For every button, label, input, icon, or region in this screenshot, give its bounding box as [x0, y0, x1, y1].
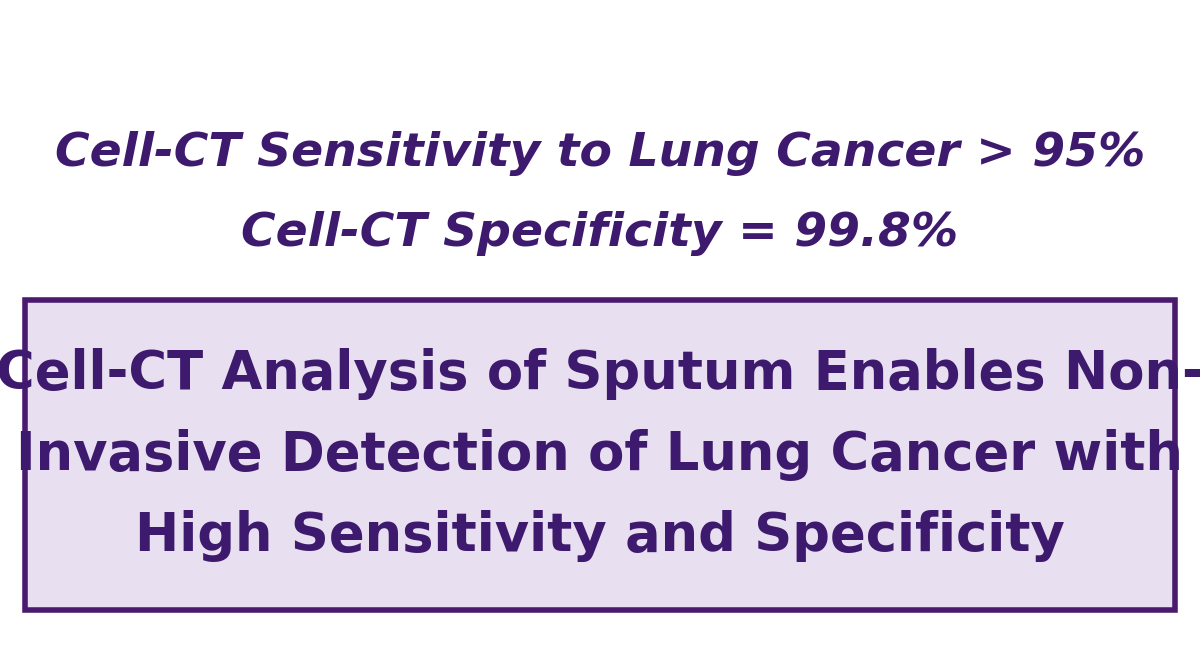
Text: High Sensitivity and Specificity: High Sensitivity and Specificity — [136, 509, 1064, 561]
Text: Cell-CT Sensitivity to Lung Cancer > 95%: Cell-CT Sensitivity to Lung Cancer > 95% — [55, 130, 1145, 176]
Text: Invasive Detection of Lung Cancer with: Invasive Detection of Lung Cancer with — [17, 429, 1183, 481]
Text: Cell-CT Specificity = 99.8%: Cell-CT Specificity = 99.8% — [241, 211, 959, 255]
Text: Cell-CT Analysis of Sputum Enables Non-: Cell-CT Analysis of Sputum Enables Non- — [0, 348, 1200, 401]
FancyBboxPatch shape — [25, 300, 1175, 610]
